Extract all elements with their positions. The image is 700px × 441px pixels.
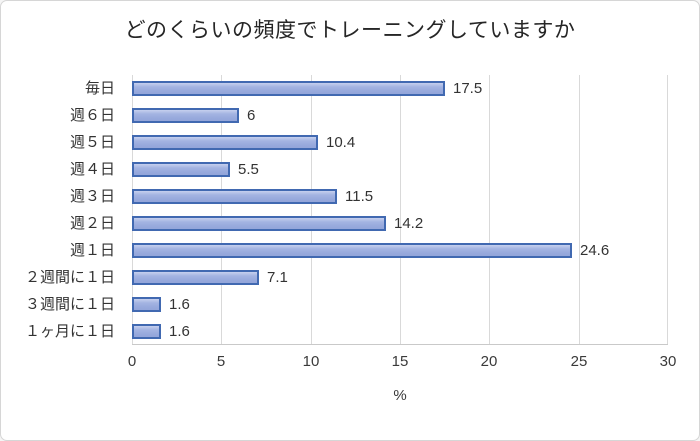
value-label: 6 (247, 107, 256, 124)
bar-row: 10.4 (132, 129, 668, 156)
bar (132, 135, 318, 150)
category-label: １ヶ月に１日 (24, 323, 115, 340)
bar-row: 17.5 (132, 75, 668, 102)
bar-row: 11.5 (132, 183, 668, 210)
chart-title: どのくらいの頻度でトレーニングしていますか (124, 19, 576, 42)
bar (132, 81, 445, 96)
category-label: 週５日 (69, 134, 115, 151)
plot-gridlines (132, 75, 668, 345)
x-axis-tick-labels: 0 5 10 15 20 25 30 (128, 353, 677, 373)
gridline (667, 75, 668, 344)
gridline (400, 75, 401, 344)
value-label: 5.5 (238, 161, 259, 178)
bar (132, 297, 161, 312)
bar-row: 1.6 (132, 291, 668, 318)
gridline (311, 75, 312, 344)
x-axis-title: % (393, 387, 407, 404)
y-axis-category-labels: 毎日週６日週５日週４日週３日週２日週１日 ２週間に１日 ３週間に１日 １ヶ月に１日 (1, 75, 124, 345)
bar-row: 5.5 (132, 156, 668, 183)
value-label: 14.2 (394, 215, 424, 232)
value-label: 10.4 (326, 134, 356, 151)
bar-row: 1.6 (132, 318, 668, 345)
category-label: ２週間に１日 (24, 269, 115, 286)
value-label: 24.6 (580, 242, 610, 259)
value-label: 11.5 (345, 188, 374, 205)
category-label: 週４日 (69, 161, 115, 178)
x-tick-label: 20 (480, 353, 498, 370)
value-label: 1.6 (169, 323, 190, 340)
x-tick-label: 30 (659, 353, 677, 370)
x-tick-label: 0 (127, 353, 137, 370)
x-tick-label: 10 (302, 353, 320, 370)
gridline (221, 75, 222, 344)
value-label: 1.6 (169, 296, 190, 313)
bar-row: 24.6 (132, 237, 668, 264)
category-label: 週１日 (69, 242, 115, 259)
bar-row: 14.2 (132, 210, 668, 237)
bar (132, 243, 572, 258)
value-label: 17.5 (453, 80, 483, 97)
x-tick-label: 5 (216, 353, 226, 370)
x-tick-label: 15 (391, 353, 409, 370)
bar (132, 108, 239, 123)
gridline (579, 75, 580, 344)
category-label: 週６日 (69, 107, 115, 124)
bar (132, 189, 337, 204)
bar (132, 270, 259, 285)
category-label: ３週間に１日 (24, 296, 115, 313)
bar-row: 6 (132, 102, 668, 129)
category-label: 週３日 (69, 188, 115, 205)
x-tick-label: 25 (570, 353, 588, 370)
gridline (132, 75, 133, 344)
gridline (489, 75, 490, 344)
value-label: 7.1 (267, 269, 288, 286)
bar (132, 216, 386, 231)
bar (132, 324, 161, 339)
category-label: 毎日 (84, 80, 115, 97)
category-label: 週２日 (69, 215, 115, 232)
bar-row: 7.1 (132, 264, 668, 291)
plot-area: 17.5 6 10.4 5.5 11.5 14.2 24.6 7.1 1.6 1.6 (132, 75, 668, 345)
bar (132, 162, 230, 177)
